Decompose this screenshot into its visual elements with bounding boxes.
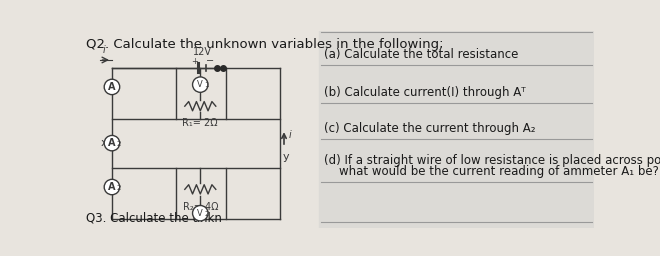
Text: x: x bbox=[101, 138, 108, 148]
Circle shape bbox=[193, 77, 208, 92]
Text: y: y bbox=[282, 152, 289, 162]
Text: Q3. Calculate the unkn: Q3. Calculate the unkn bbox=[86, 212, 222, 225]
Text: (d) If a straight wire of low resistance is placed across points x and y,: (d) If a straight wire of low resistance… bbox=[324, 154, 660, 167]
Text: (b) Calculate current(I) through Aᵀ: (b) Calculate current(I) through Aᵀ bbox=[324, 86, 526, 99]
Bar bbox=[319, 31, 594, 228]
Circle shape bbox=[104, 135, 119, 151]
Text: V: V bbox=[197, 80, 203, 89]
Text: what would be the current reading of ammeter A₁ be?: what would be the current reading of amm… bbox=[324, 165, 659, 178]
Text: i: i bbox=[288, 131, 292, 141]
Circle shape bbox=[104, 179, 119, 195]
Text: A: A bbox=[108, 138, 116, 148]
Text: 2: 2 bbox=[116, 185, 121, 191]
Text: +: + bbox=[191, 57, 198, 66]
Text: 12V: 12V bbox=[193, 47, 212, 57]
Text: R₁= 2Ω: R₁= 2Ω bbox=[182, 119, 218, 129]
Text: 2: 2 bbox=[204, 211, 209, 217]
Text: (a) Calculate the total resistance: (a) Calculate the total resistance bbox=[324, 48, 519, 61]
Text: 2: 2 bbox=[116, 141, 121, 147]
Text: (c) Calculate the current through A₂: (c) Calculate the current through A₂ bbox=[324, 122, 536, 135]
Text: A: A bbox=[108, 182, 116, 192]
Text: i: i bbox=[103, 45, 106, 55]
Text: A: A bbox=[108, 82, 116, 92]
Text: R₂= 4Ω: R₂= 4Ω bbox=[183, 202, 218, 212]
Text: Q2. Calculate the unknown variables in the following;: Q2. Calculate the unknown variables in t… bbox=[86, 38, 444, 51]
Text: −: − bbox=[207, 56, 215, 66]
Circle shape bbox=[193, 206, 208, 221]
Circle shape bbox=[104, 79, 119, 95]
Text: V: V bbox=[197, 209, 203, 218]
Bar bbox=[82, 31, 319, 228]
Text: 1: 1 bbox=[204, 82, 209, 89]
